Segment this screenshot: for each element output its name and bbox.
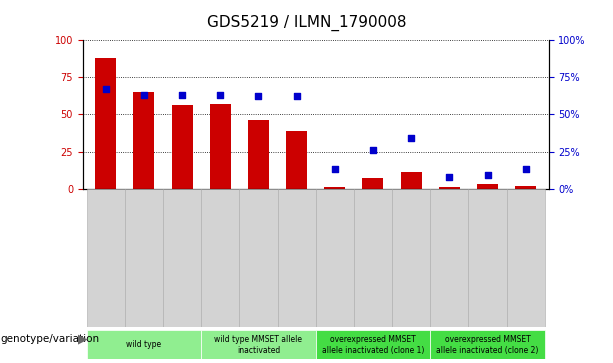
Bar xyxy=(439,187,460,189)
Bar xyxy=(468,189,506,327)
Bar xyxy=(95,58,116,189)
Bar xyxy=(278,189,316,327)
Text: ▶: ▶ xyxy=(78,333,88,346)
Point xyxy=(215,92,225,98)
Point xyxy=(177,92,187,98)
Text: overexpressed MMSET
allele inactivated (clone 1): overexpressed MMSET allele inactivated (… xyxy=(322,335,424,355)
Bar xyxy=(86,189,125,327)
Bar xyxy=(515,186,536,189)
Bar xyxy=(506,189,545,327)
Bar xyxy=(286,131,307,189)
Bar xyxy=(172,105,192,189)
Point xyxy=(139,92,149,98)
Text: genotype/variation: genotype/variation xyxy=(0,334,99,344)
Point xyxy=(482,172,492,178)
Bar xyxy=(362,178,384,189)
Point xyxy=(521,167,531,172)
Bar xyxy=(86,330,201,359)
Bar xyxy=(201,330,316,359)
Text: wild type: wild type xyxy=(126,340,161,349)
Point xyxy=(444,174,454,180)
Point xyxy=(292,94,302,99)
Text: wild type MMSET allele
inactivated: wild type MMSET allele inactivated xyxy=(215,335,302,355)
Point xyxy=(368,147,378,153)
Bar xyxy=(316,330,430,359)
Bar xyxy=(163,189,201,327)
Bar xyxy=(316,189,354,327)
Bar xyxy=(401,172,422,189)
Bar xyxy=(248,120,269,189)
Bar xyxy=(210,104,230,189)
Point xyxy=(330,167,340,172)
Bar xyxy=(125,189,163,327)
Bar xyxy=(477,184,498,189)
Bar xyxy=(324,187,345,189)
Point xyxy=(406,135,416,141)
Bar xyxy=(134,92,154,189)
Point xyxy=(254,94,264,99)
Text: GDS5219 / ILMN_1790008: GDS5219 / ILMN_1790008 xyxy=(207,15,406,31)
Bar xyxy=(354,189,392,327)
Bar xyxy=(201,189,239,327)
Text: overexpressed MMSET
allele inactivated (clone 2): overexpressed MMSET allele inactivated (… xyxy=(436,335,539,355)
Bar xyxy=(430,189,468,327)
Bar xyxy=(392,189,430,327)
Point xyxy=(101,86,110,92)
Bar xyxy=(239,189,278,327)
Bar xyxy=(430,330,545,359)
